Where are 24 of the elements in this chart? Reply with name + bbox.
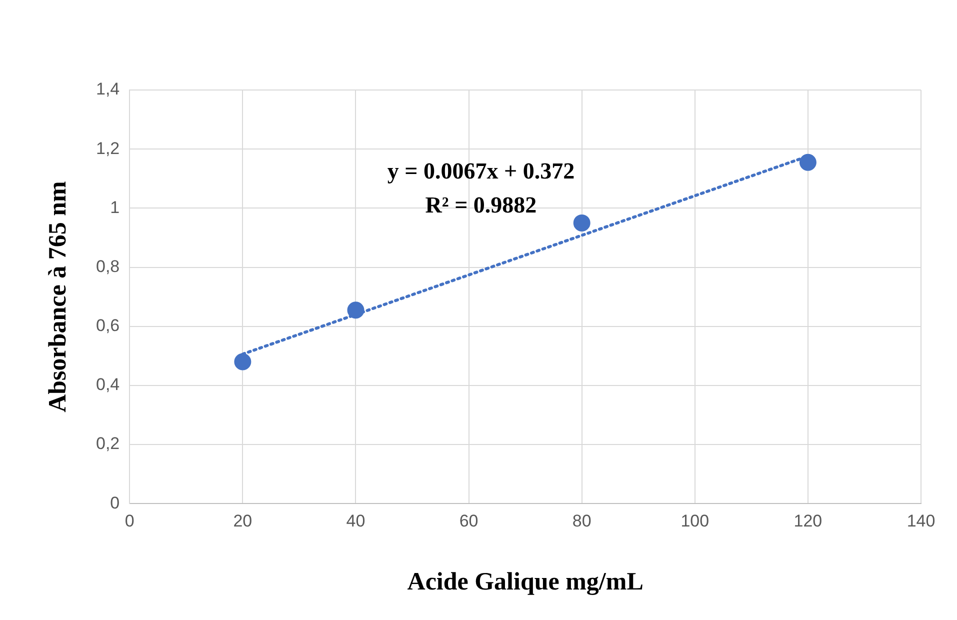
x-tick-label: 40 <box>346 511 366 530</box>
y-tick-label: 1,2 <box>96 138 120 158</box>
x-axis-title: Acide Galique mg/mL <box>407 568 644 596</box>
x-tick-label: 80 <box>572 511 592 530</box>
point <box>347 302 364 319</box>
y-tick-label: 0 <box>110 493 120 512</box>
x-tick-label: 100 <box>680 511 710 530</box>
x-tick-label: 60 <box>459 511 478 530</box>
x-tick-label: 20 <box>233 511 252 530</box>
y-tick-label: 1,4 <box>96 80 120 99</box>
annotation: R² = 0.9882 <box>425 192 537 218</box>
annotation: y = 0.0067x + 0.372 <box>387 158 575 184</box>
y-tick-label: 0,2 <box>96 434 120 454</box>
x-tick-label: 140 <box>906 511 936 530</box>
y-tick-label: 0,4 <box>96 375 120 394</box>
point <box>799 154 816 171</box>
y-tick-label: 1 <box>110 198 120 217</box>
y-tick-label: 0,8 <box>96 256 120 276</box>
y-tick-label: 0,6 <box>96 316 120 336</box>
x-tick-label: 120 <box>794 511 822 530</box>
point <box>573 214 590 232</box>
point <box>234 353 252 370</box>
x-tick-label: 0 <box>124 511 134 530</box>
y-axis-title: Absorbance à 765 nm <box>44 180 72 412</box>
